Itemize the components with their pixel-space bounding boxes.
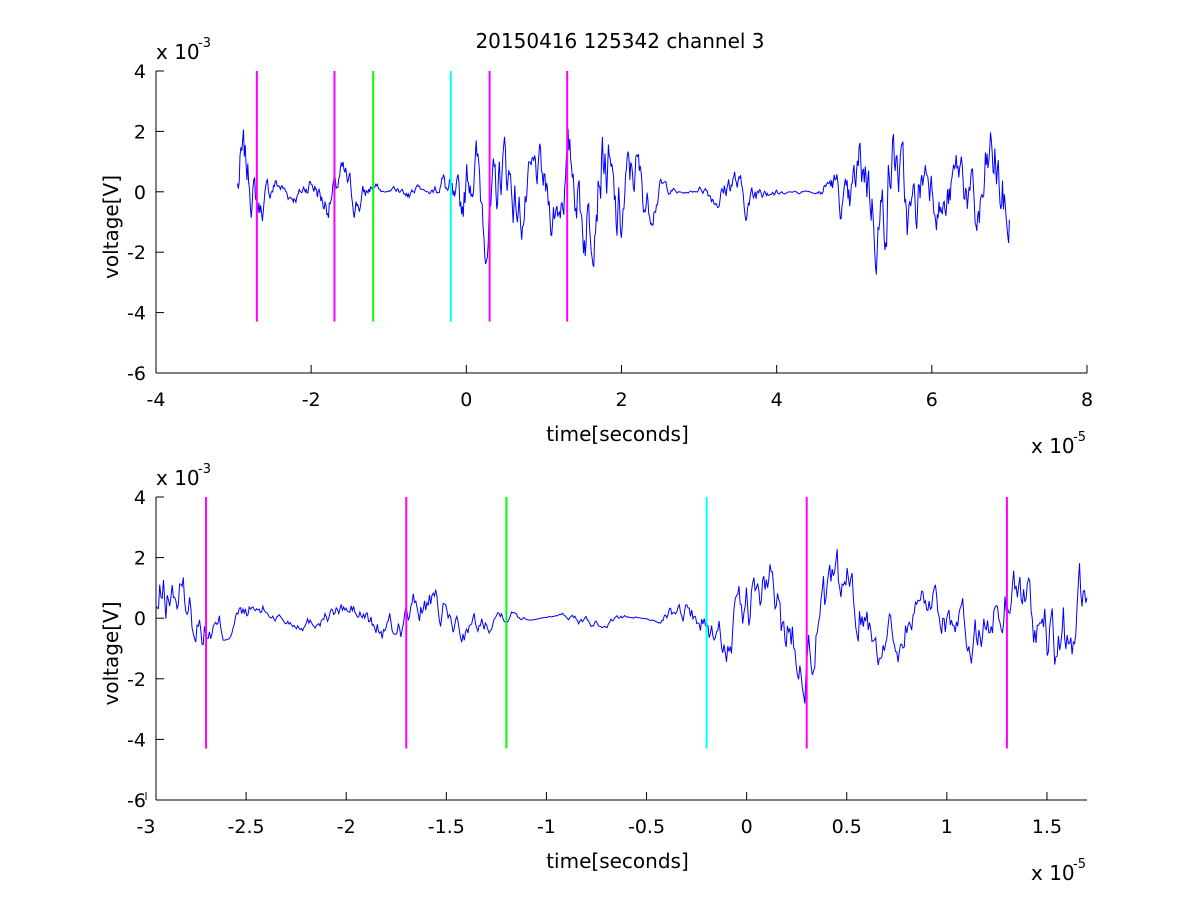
x-tick-label: -1 <box>537 816 556 838</box>
x-tick-label: 6 <box>926 389 938 411</box>
x-tick-label: 8 <box>1081 389 1093 411</box>
x-tick-label: 0.5 <box>832 816 862 838</box>
y-multiplier: x 10 <box>156 40 200 64</box>
y-tick-label: -2 <box>127 669 146 691</box>
x-tick-label: -2 <box>337 816 356 838</box>
x-tick-label: 1 <box>941 816 953 838</box>
x-tick-label: 4 <box>771 389 783 411</box>
figure-title: 20150416 125342 channel 3 <box>475 29 764 53</box>
y-tick-label: 4 <box>134 61 146 83</box>
y-axis-label: voltage[V] <box>99 175 123 279</box>
y-tick-label: -4 <box>127 303 146 325</box>
x-multiplier-exp: -5 <box>1073 857 1086 872</box>
y-tick-label: 2 <box>134 121 146 143</box>
x-multiplier: x 10 <box>1031 434 1075 458</box>
x-axis-label: time[seconds] <box>546 849 689 873</box>
x-tick-label: 0 <box>460 389 472 411</box>
x-tick-label: 0 <box>741 816 753 838</box>
y-tick-label: 0 <box>134 608 146 630</box>
y-tick-label: -6 <box>127 790 146 812</box>
y-tick-label: -6 <box>127 363 146 385</box>
y-multiplier-exp: -3 <box>198 462 211 477</box>
x-tick-label: 2 <box>615 389 627 411</box>
y-tick-label: -2 <box>127 242 146 264</box>
x-tick-label: -4 <box>147 389 166 411</box>
x-axis-label: time[seconds] <box>546 422 689 446</box>
y-multiplier: x 10 <box>156 466 200 490</box>
x-tick-label: -2.5 <box>228 816 265 838</box>
y-tick-label: -4 <box>127 729 146 751</box>
y-tick-label: 0 <box>134 182 146 204</box>
x-tick-label: -1.5 <box>428 816 465 838</box>
x-tick-label: 1.5 <box>1032 816 1062 838</box>
x-tick-label: -0.5 <box>628 816 665 838</box>
bottom-plot: -6 -4 -2 0 2 4 -3 -2.5 -2 -1.5 -1 -0.5 0 0.5 1 1.5 time[… <box>99 462 1088 885</box>
x-multiplier: x 10 <box>1031 861 1075 885</box>
y-multiplier-exp: -3 <box>198 36 211 51</box>
x-tick-label: -3 <box>137 816 156 838</box>
y-axis-label: voltage[V] <box>99 601 123 705</box>
y-tick-label: 2 <box>134 548 146 570</box>
signal-line <box>155 549 1088 704</box>
signal-line <box>237 128 1010 275</box>
x-multiplier-exp: -5 <box>1073 430 1086 445</box>
x-tick-label: -2 <box>302 389 321 411</box>
y-tick-label: 4 <box>134 487 146 509</box>
